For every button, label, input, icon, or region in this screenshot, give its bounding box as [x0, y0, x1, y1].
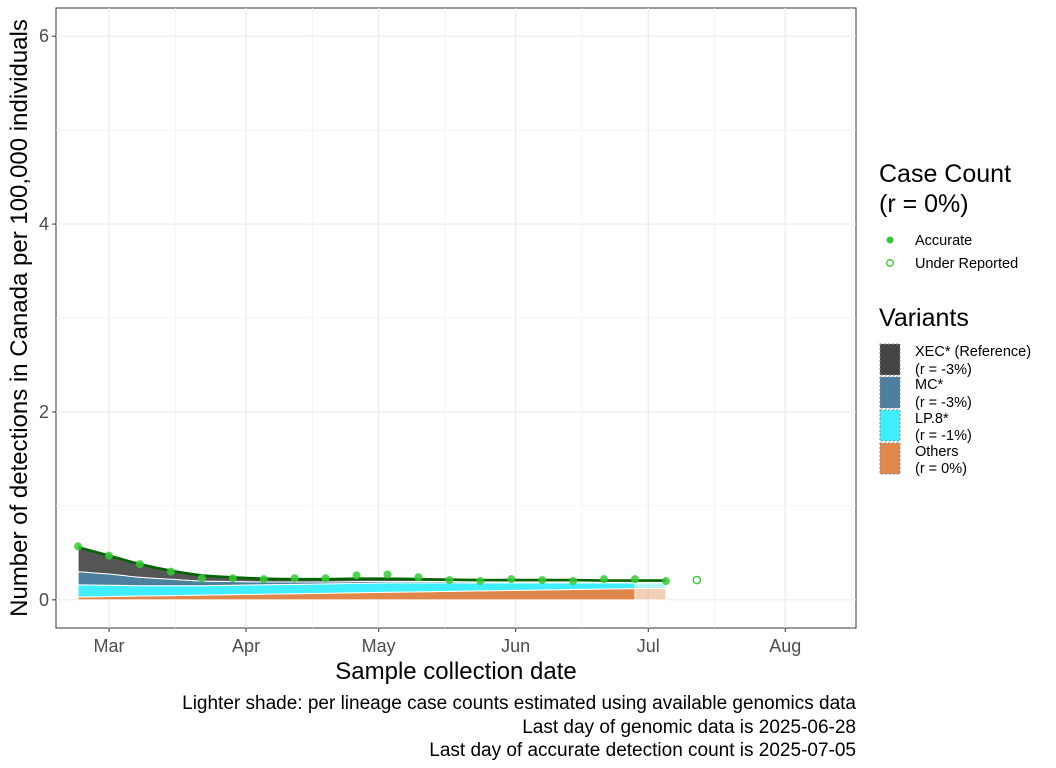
accurate-point: [538, 576, 547, 585]
legend-xec-label: XEC* (Reference): [915, 344, 1031, 360]
captions: Lighter shade: per lineage case counts e…: [182, 693, 856, 761]
gridlines: [56, 8, 856, 628]
legend-mc-sub: (r = -3%): [915, 395, 972, 411]
area-estimated-LP.8*: [634, 582, 667, 590]
legend-under-reported-label: Under Reported: [915, 256, 1018, 272]
accurate-point: [290, 574, 299, 583]
legend-others-sub: (r = 0%): [915, 461, 967, 477]
accurate-point: [228, 574, 237, 583]
plot-panel: [55, 7, 857, 629]
legend-accurate-dot: [886, 236, 894, 244]
legend-under-reported-dot: [886, 259, 894, 267]
legend-key-others: [879, 442, 901, 475]
accurate-point: [74, 542, 83, 551]
legend-others-label: Others: [915, 444, 959, 460]
caption-line-2: Last day of genomic data is 2025-06-28: [522, 717, 856, 738]
x-tick-label: Aug: [769, 636, 801, 656]
legend-lp8-sub: (r = -1%): [915, 428, 972, 444]
legend-key-xec: [879, 343, 901, 376]
legend-variants-title: Variants: [879, 304, 969, 332]
y-tick-label: 0: [39, 590, 49, 610]
case-points: [74, 542, 702, 586]
y-axis-title: Number of detections in Canada per 100,0…: [6, 19, 33, 617]
legend: Case Count (r = 0%) Accurate Under Repor…: [879, 160, 1031, 477]
accurate-point: [569, 577, 578, 586]
legend-key-mc: [879, 376, 901, 409]
y-tick-label: 2: [39, 402, 49, 422]
accurate-point: [352, 571, 361, 580]
legend-lp8-label: LP.8*: [915, 411, 949, 427]
y-tick-label: 6: [39, 26, 49, 46]
accurate-point: [414, 573, 423, 582]
y-tick-label: 4: [39, 214, 49, 234]
legend-mc-label: MC*: [915, 377, 944, 393]
accurate-point: [600, 575, 609, 584]
area-estimated-Others: [634, 588, 667, 601]
accurate-point: [259, 575, 268, 584]
x-tick-label: Jun: [501, 636, 530, 656]
accurate-point: [135, 560, 144, 569]
accurate-point: [661, 577, 670, 586]
accurate-point: [476, 577, 485, 586]
x-axis-title: Sample collection date: [335, 658, 576, 685]
x-tick-label: Apr: [232, 636, 260, 656]
x-tick-label: Mar: [94, 636, 125, 656]
caption-line-3: Last day of accurate detection count is …: [429, 740, 856, 761]
accurate-point: [631, 575, 640, 584]
caption-line-1: Lighter shade: per lineage case counts e…: [182, 693, 856, 714]
legend-case-title-line-2: (r = 0%): [879, 190, 969, 218]
legend-accurate-label: Accurate: [915, 233, 972, 249]
legend-key-lp8: [879, 409, 901, 442]
accurate-point: [166, 567, 175, 576]
accurate-point: [507, 575, 516, 584]
accurate-point: [445, 576, 454, 585]
x-tick-label: May: [362, 636, 396, 656]
legend-case-title-line-1: Case Count: [879, 160, 1011, 188]
accurate-point: [105, 551, 114, 560]
y-axis: 0 2 4 6: [39, 26, 56, 610]
legend-xec-sub: (r = -3%): [915, 362, 972, 378]
accurate-point: [383, 570, 392, 579]
under-reported-point: [692, 575, 702, 585]
accurate-point: [321, 574, 330, 583]
x-tick-label: Jul: [637, 636, 660, 656]
x-axis: Mar Apr May Jun Jul Aug: [94, 628, 801, 656]
accurate-point: [197, 574, 206, 583]
